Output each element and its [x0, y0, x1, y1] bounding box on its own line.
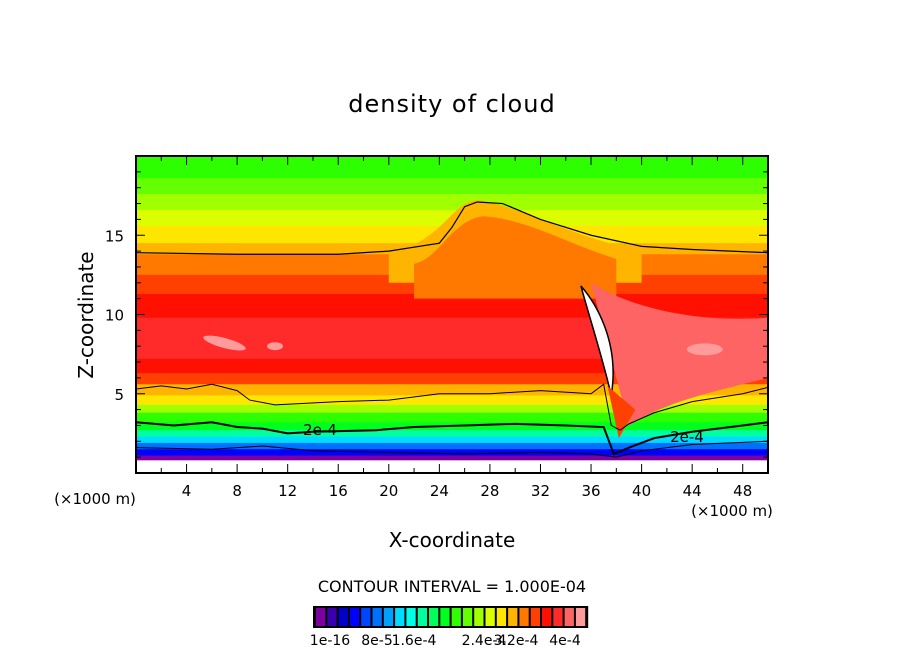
- density-field: [136, 156, 768, 473]
- contour-label-left: 2e-4: [303, 421, 337, 439]
- colorbar-tick-label: 3.2e-4: [494, 633, 539, 649]
- field-band: [136, 395, 768, 406]
- colorbar-swatch: [553, 608, 563, 626]
- field-band: [136, 373, 768, 385]
- field-band: [136, 412, 768, 423]
- colorbar-tick-label: 2.4e-4: [462, 633, 507, 649]
- colorbar-swatch: [361, 608, 371, 626]
- x-tick-label: 40: [632, 482, 651, 500]
- field-highlight: [267, 342, 284, 351]
- colorbar-swatch: [496, 608, 507, 626]
- colorbar-swatch: [338, 608, 348, 626]
- x-tick-label: 8: [232, 482, 242, 500]
- colorbar-swatch: [474, 608, 484, 626]
- x-tick-label: 24: [430, 482, 449, 500]
- x-tick-label: 48: [733, 482, 752, 500]
- y-tick-label: 10: [105, 307, 124, 325]
- field-pink-right: [591, 282, 768, 426]
- colorbar-tick-label: 1.6e-4: [392, 633, 437, 649]
- colorbar-swatch: [429, 608, 439, 626]
- colorbar: [313, 606, 589, 628]
- x-axis-label: X-coordinate: [389, 528, 516, 552]
- colorbar-swatch: [316, 608, 326, 626]
- colorbar-swatch: [564, 608, 574, 626]
- colorbar-labels: 1e-16 8e-51.6e-4 2.4e-43.2e-4 4e-4: [310, 633, 581, 649]
- colorbar-tick-label: 1e-16: [310, 633, 350, 649]
- x-unit-label: (×1000 m): [691, 502, 773, 520]
- field-band: [136, 384, 768, 396]
- colorbar-swatch: [462, 608, 473, 626]
- field-band: [136, 194, 768, 211]
- x-tick-label: 4: [182, 482, 192, 500]
- colorbar-swatch: [530, 608, 540, 626]
- x-tick-label: 32: [531, 482, 550, 500]
- field-band: [136, 404, 768, 414]
- colorbar-swatch: [508, 608, 518, 626]
- x-tick-label: 44: [683, 482, 702, 500]
- colorbar-swatch: [542, 608, 552, 626]
- contour-line-lower: [136, 440, 768, 458]
- field-band: [136, 178, 768, 195]
- field-tongue: [607, 385, 636, 439]
- colorbar-tick-label: 4e-4: [549, 633, 581, 649]
- colorbar-swatch: [519, 608, 529, 626]
- contour-interval-text: CONTOUR INTERVAL = 1.000E-04: [318, 577, 586, 596]
- y-tick-labels: 5 10 15: [105, 227, 124, 404]
- y-unit-label: (×1000 m): [54, 490, 136, 508]
- colorbar-swatch: [327, 608, 337, 626]
- y-axis-label: Z-coordinate: [74, 251, 98, 378]
- field-band: [136, 156, 768, 179]
- colorbar-swatch: [440, 608, 450, 626]
- colorbar-swatch: [406, 608, 416, 626]
- contour-line-2e-4: [136, 421, 768, 456]
- x-tick-label: 28: [480, 482, 499, 500]
- contour-line-middle: [136, 383, 768, 431]
- colorbar-swatch: [451, 608, 461, 626]
- x-tick-label: 36: [581, 482, 600, 500]
- colorbar-swatch: [417, 608, 427, 626]
- colorbar-swatch: [349, 608, 360, 626]
- colorbar-swatch: [372, 608, 382, 626]
- field-band: [136, 430, 768, 438]
- colorbar-tick-label: 8e-5: [361, 633, 392, 649]
- axis-ticks: [136, 156, 768, 473]
- x-tick-label: 20: [379, 482, 398, 500]
- field-band: [136, 460, 768, 473]
- y-tick-label: 5: [114, 386, 124, 404]
- field-band: [136, 436, 768, 444]
- colorbar-swatch: [395, 608, 405, 626]
- field-dome-inner: [414, 216, 617, 299]
- field-highlight: [203, 335, 246, 351]
- colorbar-swatch: [485, 608, 495, 626]
- contour-line-upper: [136, 201, 768, 255]
- field-band: [136, 449, 768, 457]
- chart-title: density of cloud: [348, 90, 555, 118]
- field-highlight: [686, 343, 723, 356]
- x-tick-label: 16: [329, 482, 348, 500]
- contour-lines: [136, 201, 768, 458]
- field-band: [136, 455, 768, 461]
- contour-label-right: 2e-4: [670, 428, 704, 446]
- colorbar-swatch: [575, 608, 586, 626]
- y-tick-label: 15: [105, 227, 124, 245]
- colorbar-swatch: [383, 608, 394, 626]
- x-tick-label: 12: [278, 482, 297, 500]
- x-tick-labels: 4 8 12 16 20 24 28 32 36 40 44 48: [182, 482, 752, 500]
- field-band: [136, 442, 768, 450]
